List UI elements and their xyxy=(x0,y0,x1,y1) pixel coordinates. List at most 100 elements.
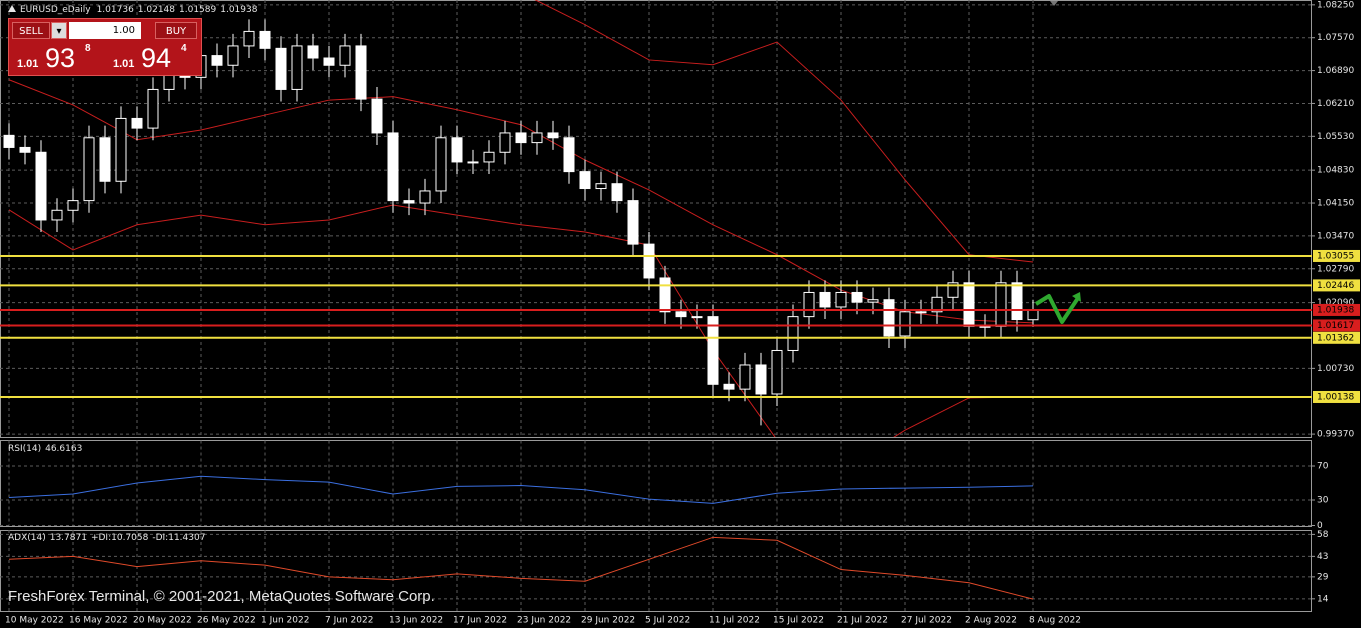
candle-body xyxy=(51,209,63,221)
y-tick-label: 1.03470 xyxy=(1317,231,1354,241)
candle-body xyxy=(867,299,879,303)
candle-body xyxy=(355,45,367,100)
y-tick-label: 1.02790 xyxy=(1317,264,1354,274)
y-tick-label: 14 xyxy=(1317,594,1329,604)
last-open: 1.01736 xyxy=(97,5,134,15)
adx-name: ADX(14) xyxy=(8,533,46,543)
sell-button[interactable]: SELL xyxy=(12,22,50,39)
label-layer: 10 May 2022 16 May 2022 20 May 2022 26 May … xyxy=(5,0,1360,626)
candle-body xyxy=(707,316,719,385)
level-label: 1.00138 xyxy=(1317,392,1354,402)
x-tick-label: 27 Jul 2022 xyxy=(901,616,952,626)
plus-di-label: +DI: xyxy=(91,533,111,543)
candle-body xyxy=(483,151,495,163)
y-tick-label: 58 xyxy=(1317,530,1329,540)
level-label-bg xyxy=(1313,331,1360,344)
y-tick-label: 1.02090 xyxy=(1317,298,1354,308)
level-label-bg xyxy=(1313,249,1360,262)
main-panel-frame xyxy=(0,0,1312,438)
level-label-bg xyxy=(1313,279,1360,292)
x-tick-label: 23 Jun 2022 xyxy=(517,616,571,626)
candle-body xyxy=(835,291,847,308)
candle-body xyxy=(851,291,863,303)
y-tick-label: 30 xyxy=(1317,496,1329,506)
sell-price-sup: 8 xyxy=(85,43,91,54)
buy-price-prefix: 1.01 xyxy=(113,58,135,70)
x-tick-label: 10 May 2022 xyxy=(5,616,64,626)
x-tick-label: 16 May 2022 xyxy=(69,616,128,626)
last-low: 1.01589 xyxy=(179,5,216,15)
sell-price[interactable]: 1.01 93 8 xyxy=(11,41,103,74)
x-tick-label: 13 Jun 2022 xyxy=(389,616,443,626)
bollinger-band xyxy=(534,0,1034,263)
last-high: 1.02148 xyxy=(138,5,175,15)
candle-body xyxy=(883,299,895,337)
candle-body xyxy=(531,132,543,144)
level-label-bg xyxy=(1313,319,1360,332)
collapse-icon[interactable] xyxy=(8,5,16,12)
candle-body xyxy=(963,282,975,327)
candle-body xyxy=(131,117,143,129)
rsi-name: RSI(14) xyxy=(8,444,41,454)
candle-body xyxy=(627,200,639,245)
forecast-arrow-head xyxy=(1072,292,1081,302)
buy-price[interactable]: 1.01 94 4 xyxy=(107,41,199,74)
candle-body xyxy=(995,282,1007,327)
candle-body xyxy=(67,200,79,211)
candle-body xyxy=(787,316,799,351)
candle-body xyxy=(227,45,239,66)
candle-body xyxy=(723,383,735,390)
grid-layer xyxy=(0,0,1312,612)
candle-body xyxy=(115,117,127,182)
candle-body xyxy=(35,151,47,221)
candle-body xyxy=(83,137,95,202)
candle-body xyxy=(147,88,159,129)
candle-body xyxy=(467,161,479,164)
candle-body xyxy=(611,183,623,202)
adx-last: 13.7871 xyxy=(50,533,87,543)
shift-marker xyxy=(1050,1,1058,6)
candle-body xyxy=(595,183,607,190)
candle-body xyxy=(947,282,959,298)
adx-title: ADX(14) 13.7871 +DI:10.7058 -DI:11.4307 xyxy=(8,533,205,543)
candle-body xyxy=(371,98,383,134)
candle-body xyxy=(435,137,447,192)
candle-body xyxy=(451,137,463,163)
last-close: 1.01938 xyxy=(220,5,257,15)
rsi-last: 46.6163 xyxy=(45,444,82,454)
candle-body xyxy=(387,132,399,202)
level-label: 1.03055 xyxy=(1317,251,1354,261)
candle-body xyxy=(691,316,703,319)
level-label: 1.02446 xyxy=(1317,281,1354,291)
x-tick-label: 5 Jul 2022 xyxy=(645,616,690,626)
lot-input[interactable]: 1.00 xyxy=(69,22,141,39)
candle-body xyxy=(403,200,415,204)
footer: FreshForex Terminal, © 2001-2021, MetaQu… xyxy=(8,588,435,605)
y-tick-label: 1.06890 xyxy=(1317,66,1354,76)
lot-down[interactable]: ▾ xyxy=(51,22,67,39)
candle-body xyxy=(275,47,287,90)
rsi-title: RSI(14) 46.6163 xyxy=(8,444,82,454)
mark-layer xyxy=(0,0,1312,600)
candle-body xyxy=(515,132,527,144)
candle-body xyxy=(771,349,783,395)
y-tick-label: 1.05530 xyxy=(1317,132,1354,142)
candle-body xyxy=(499,132,511,153)
buy-price-sup: 4 xyxy=(181,43,187,54)
sell-price-big: 93 xyxy=(45,43,76,73)
candle-body xyxy=(931,296,943,313)
x-tick-label: 7 Jun 2022 xyxy=(325,616,373,626)
one-click-trading-panel: SELL ▾ 1.00 BUY 1.01 93 8 1.01 94 4 xyxy=(8,18,202,76)
minus-di: 11.4307 xyxy=(168,533,205,543)
minus-di-label: -DI: xyxy=(152,533,168,543)
candle-body xyxy=(659,277,671,313)
candle-body xyxy=(803,291,815,318)
y-tick-label: 43 xyxy=(1317,552,1328,562)
plus-di: 10.7058 xyxy=(111,533,148,543)
candle-body xyxy=(211,55,223,66)
y-tick-label: 1.08250 xyxy=(1317,0,1354,10)
candle-body xyxy=(739,364,751,390)
buy-button[interactable]: BUY xyxy=(155,22,197,39)
symbol-title: EURUSD_eDaily 1.01736 1.02148 1.01589 1.0193… xyxy=(20,5,258,15)
candle-body xyxy=(259,30,271,49)
